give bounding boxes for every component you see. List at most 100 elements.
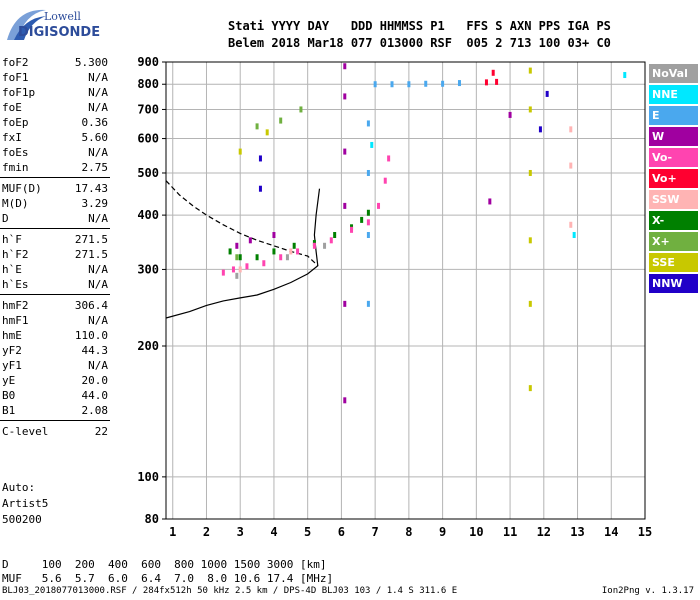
param-row-d: D N/A [2,211,108,226]
param-value: 2.08 [81,404,109,417]
echo-point-vo- [495,78,499,85]
echo-point-w [343,93,347,100]
echo-point-vo- [387,155,391,162]
distance-row: D 100 200 400 600 800 1000 1500 3000 [km… [2,558,327,571]
header-line1: Stati YYYY DAY DDD HHMMSS P1 FFS S AXN P… [228,19,611,33]
echo-point-vo- [296,248,300,255]
echo-point-sse [528,385,532,392]
echo-point-sse [238,148,242,155]
param-name: fmin [2,161,29,174]
param-name: foF2 [2,56,29,69]
echo-point-w [343,202,347,209]
param-value: N/A [88,101,108,114]
polarization-legend: NoVal NNE E W Vo- Vo+ SSW X- X+ SSE NNW [649,64,698,295]
param-name: hmF2 [2,299,29,312]
x-tick-label: 14 [604,525,618,539]
echo-point-ssw [289,248,293,255]
param-value: 17.43 [74,182,108,195]
echo-point-nnw [258,155,262,162]
param-value: N/A [88,71,108,84]
echo-point-x- [228,248,232,255]
echo-point-sse [528,169,532,176]
echo-point-ssw [569,162,573,169]
param-name: foF1 [2,71,29,84]
legend-item-noval: NoVal [649,64,698,83]
param-name: foE [2,101,22,114]
param-row-c-level: C-level 22 [2,424,108,439]
echo-point-vo- [312,242,316,249]
autoscaling-info: Auto: Artist5 500200 [2,480,48,528]
echo-point-x- [255,123,259,130]
echo-point-w [343,397,347,404]
legend-item-sse: SSE [649,253,698,272]
distance-muf-table: D 100 200 400 600 800 1000 1500 3000 [km… [2,558,333,586]
param-name: h`E [2,263,22,276]
param-row-muf-d-: MUF(D) 17.43 [2,181,108,196]
param-value: 5.300 [74,56,108,69]
param-row-yf2: yF2 44.3 [2,343,108,358]
x-tick-label: 4 [270,525,277,539]
param-row-hmf2: hmF2 306.4 [2,298,108,313]
auto-version: 500200 [2,513,42,526]
param-name: hmF1 [2,314,29,327]
param-row-m-d-: M(D) 3.29 [2,196,108,211]
logo-swoosh [7,9,46,40]
param-row-fxi: fxI 5.60 [2,130,108,145]
x-tick-label: 13 [570,525,584,539]
auto-label: Auto: [2,481,36,494]
echo-point-e [390,81,394,88]
echo-point-vo- [279,254,283,261]
echo-point-w [343,148,347,155]
auto-program: Artist5 [2,497,49,510]
legend-item-vo-: Vo- [649,148,698,167]
echo-point-sse [265,129,269,136]
echo-point-w [248,237,252,244]
echo-point-vo- [484,79,488,86]
x-tick-label: 10 [469,525,483,539]
param-value: 271.5 [74,233,108,246]
echo-point-e [366,232,370,239]
echo-point-noval [235,272,239,279]
param-value: N/A [88,359,108,372]
echo-point-sse [528,106,532,113]
x-tick-label: 15 [638,525,652,539]
logo-swoosh-inner [14,16,46,40]
y-tick-label: 80 [145,512,159,526]
echo-point-nne [623,72,627,79]
legend-item-w: W [649,127,698,146]
y-tick-label: 600 [137,132,159,146]
echo-point-nnw [258,185,262,192]
echo-point-x- [366,209,370,216]
echo-point-e [366,120,370,127]
param-separator [0,294,110,295]
legend-item-x-: X+ [649,232,698,251]
param-row-fmin: fmin 2.75 [2,160,108,175]
y-tick-label: 800 [137,77,159,91]
param-row-fof1: foF1 N/A [2,70,108,85]
y-tick-label: 200 [137,339,159,353]
echo-point-w [488,198,492,205]
param-value: N/A [88,263,108,276]
param-value: 0.36 [81,116,109,129]
station-header: Stati YYYY DAY DDD HHMMSS P1 FFS S AXN P… [228,18,611,52]
echo-point-vo- [245,263,249,270]
param-separator [0,177,110,178]
legend-item-x-: X- [649,211,698,230]
param-name: yF1 [2,359,22,372]
x-tick-label: 2 [203,525,210,539]
x-tick-label: 11 [503,525,517,539]
echo-point-w [272,232,276,239]
param-row-h-es: h`Es N/A [2,277,108,292]
echo-point-nnw [545,90,549,97]
echo-point-x- [279,117,283,124]
param-name: h`F [2,233,22,246]
param-value: 306.4 [74,299,108,312]
param-value: 22 [94,425,108,438]
param-value: 271.5 [74,248,108,261]
x-tick-label: 1 [169,525,176,539]
param-value: 20.0 [81,374,109,387]
digisonde-logo: Lowell DIGISONDE [7,9,100,40]
x-tick-label: 7 [372,525,379,539]
y-tick-label: 500 [137,166,159,180]
echo-point-e [366,300,370,307]
